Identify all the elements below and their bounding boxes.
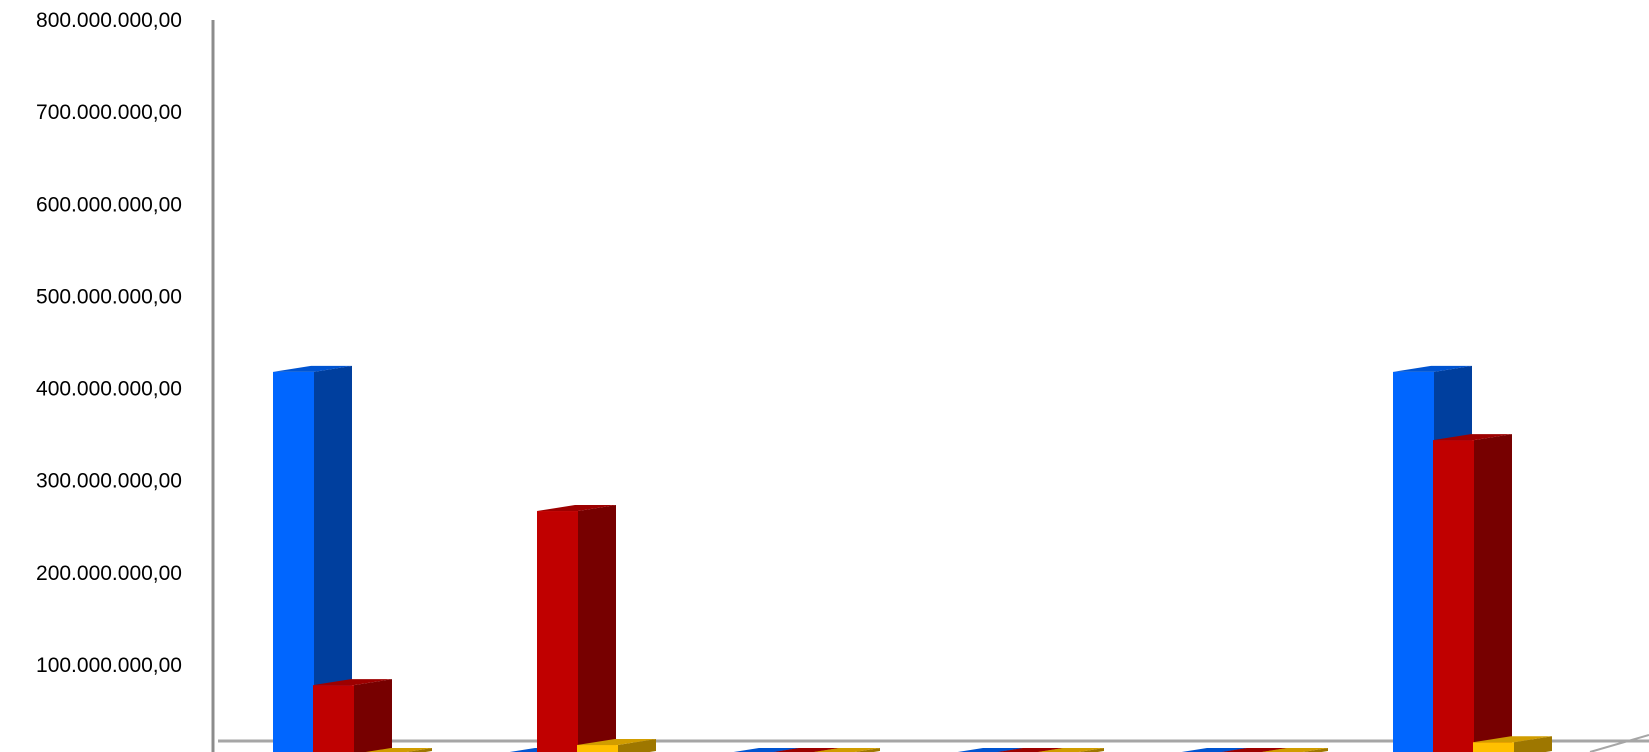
y-tick-label: 300.000.000,00: [36, 470, 182, 493]
bar-front-face: [537, 511, 578, 752]
bar-side-face: [578, 505, 616, 752]
bar-front-face: [1393, 371, 1434, 752]
y-tick-label: 200.000.000,00: [36, 562, 182, 585]
bar-side-face: [618, 739, 656, 752]
bar-series-2-category-6: [1433, 434, 1512, 752]
y-tick-label: 800.000.000,00: [36, 9, 182, 32]
bar-series-2-category-1: [313, 679, 392, 752]
bar-top-face: [537, 505, 616, 512]
bar-top-face: [1261, 748, 1328, 752]
y-axis-tick-labels: 800.000.000,00 700.000.000,00 600.000.000,…: [36, 9, 182, 677]
bar-top-face: [733, 748, 800, 752]
bar-top-face: [365, 748, 432, 752]
bar-series-3-category-3: [813, 748, 880, 752]
bar-series-3-category-4: [1037, 748, 1104, 752]
bar-front-face: [1473, 742, 1514, 752]
bar-front-face: [577, 745, 618, 752]
bar-series-1-category-1: [273, 365, 352, 752]
bar-top-face: [813, 748, 880, 752]
bar-series-3-category-2: [577, 739, 656, 752]
bar-top-face: [1221, 748, 1288, 752]
bar-front-face: [1433, 440, 1474, 752]
floor-right-edge: [1589, 734, 1649, 752]
bar-side-face: [314, 365, 352, 752]
y-tick-label: 700.000.000,00: [36, 101, 182, 124]
y-tick-label: 600.000.000,00: [36, 193, 182, 216]
y-tick-label: 100.000.000,00: [36, 654, 182, 677]
bar-series-3-category-1: [365, 748, 432, 752]
bar-top-face: [957, 748, 1024, 752]
bar-top-face: [1433, 434, 1512, 441]
bar-top-face: [1037, 748, 1104, 752]
bar-top-face: [1473, 736, 1552, 743]
bar-side-face: [1474, 434, 1512, 752]
bar-top-face: [1393, 365, 1472, 372]
bar-top-face: [1181, 748, 1248, 752]
bar-series-3-category-6: [1473, 736, 1552, 752]
chart-bars: [273, 365, 1552, 752]
bar-series-2-category-2: [537, 505, 616, 752]
y-tick-label: 400.000.000,00: [36, 378, 182, 401]
bar-side-face: [354, 679, 392, 752]
y-tick-label: 500.000.000,00: [36, 285, 182, 308]
bar-top-face: [577, 739, 656, 746]
bar-front-face: [273, 371, 314, 752]
bar-top-face: [997, 748, 1064, 752]
bar-top-face: [773, 748, 840, 752]
bar-front-face: [313, 685, 354, 752]
bar-top-face: [273, 365, 352, 372]
bar-side-face: [1514, 736, 1552, 752]
bar-series-3-category-5: [1261, 748, 1328, 752]
bar-top-face: [313, 679, 392, 686]
